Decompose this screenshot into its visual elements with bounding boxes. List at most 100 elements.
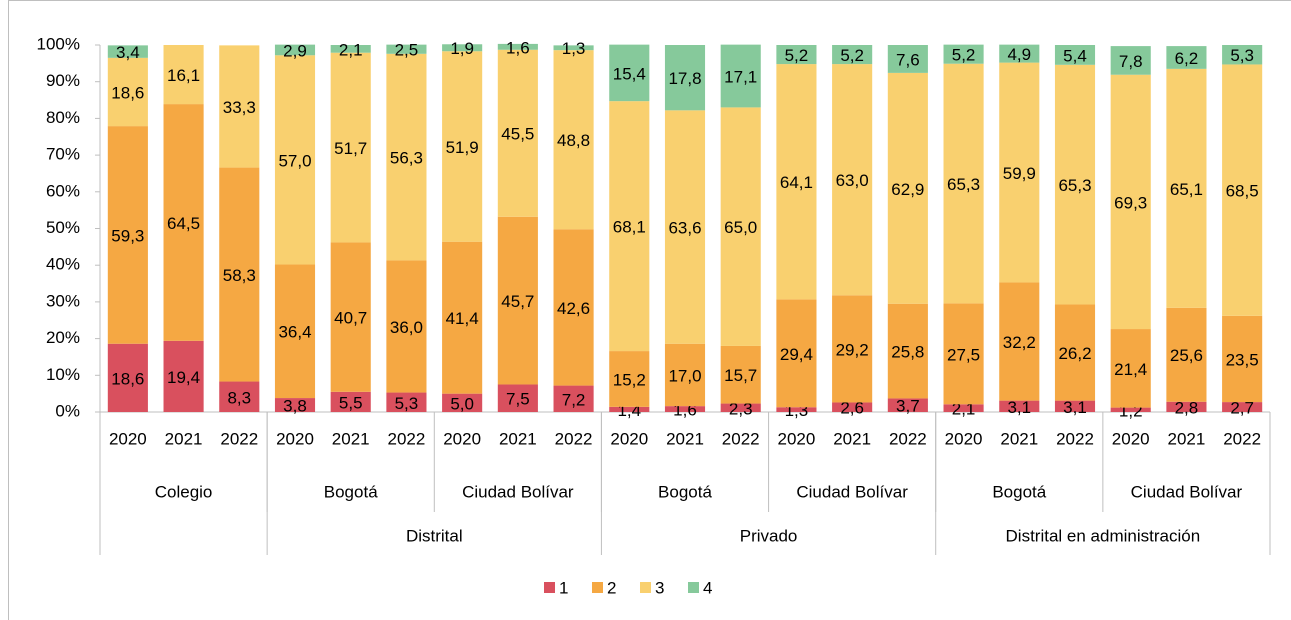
group-label: Bogotá xyxy=(992,482,1046,501)
bar-segment xyxy=(1222,45,1263,65)
bar-segment xyxy=(386,392,427,412)
bar-segment xyxy=(832,45,873,65)
bar-segment xyxy=(274,44,316,56)
bar-segment xyxy=(107,343,148,412)
bar-segment xyxy=(219,167,260,382)
data-label: 5,3 xyxy=(1230,46,1254,65)
data-label: 63,6 xyxy=(668,219,701,238)
bar-segment xyxy=(107,45,148,58)
bar-segment xyxy=(999,400,1040,412)
bar-segment xyxy=(943,63,984,304)
bar-segment xyxy=(1054,45,1096,65)
x-tick-label: 2021 xyxy=(1000,429,1038,448)
data-label: 36,4 xyxy=(278,323,311,342)
bar-segment xyxy=(442,51,483,242)
bar-segment xyxy=(330,45,371,53)
data-label: 51,9 xyxy=(446,138,479,157)
data-label: 17,0 xyxy=(668,366,701,385)
bar-segment xyxy=(1110,46,1151,75)
x-tick-label: 2020 xyxy=(109,429,147,448)
data-label: 59,9 xyxy=(1003,164,1036,183)
data-label: 29,2 xyxy=(836,340,869,359)
x-tick-label: 2022 xyxy=(555,429,593,448)
bar-segment xyxy=(386,53,427,261)
bar-segment xyxy=(553,50,594,230)
bar-segment xyxy=(887,398,928,412)
bar-segment xyxy=(832,295,873,403)
bar-segment xyxy=(609,101,650,352)
data-label: 17,8 xyxy=(668,69,701,88)
bar-segment xyxy=(163,340,204,412)
bar-segment xyxy=(943,404,984,412)
bar-segment xyxy=(330,391,371,412)
data-label: 26,2 xyxy=(1058,344,1091,363)
data-label: 21,4 xyxy=(1114,360,1147,379)
bar-segment xyxy=(999,282,1040,401)
bar-segment xyxy=(497,384,538,412)
data-label: 5,2 xyxy=(840,46,864,65)
x-tick-label: 2020 xyxy=(610,429,648,448)
x-tick-label: 2021 xyxy=(165,429,203,448)
bar-segment xyxy=(274,264,316,399)
bar-segment xyxy=(497,43,538,50)
data-label: 1,6 xyxy=(506,38,530,57)
data-label: 33,3 xyxy=(223,98,256,117)
data-label: 19,4 xyxy=(167,368,200,387)
bar-segment xyxy=(163,45,204,105)
bar-segment xyxy=(1110,329,1151,408)
y-tick-label: 80% xyxy=(46,108,80,127)
group-label: Bogotá xyxy=(658,482,712,501)
bar-segment xyxy=(1110,74,1151,330)
data-label: 32,2 xyxy=(1003,333,1036,352)
data-label: 1,3 xyxy=(562,39,586,58)
bar-segment xyxy=(1054,304,1096,401)
bar-segment xyxy=(832,402,873,412)
data-label: 63,0 xyxy=(836,171,869,190)
bar-segment xyxy=(107,57,148,127)
data-label: 3,4 xyxy=(116,43,140,62)
bar-segment xyxy=(664,343,706,407)
chart-frame xyxy=(8,0,1291,620)
bar-segment xyxy=(219,45,260,168)
x-tick-label: 2020 xyxy=(778,429,816,448)
bar-segment xyxy=(999,62,1040,283)
y-tick-label: 40% xyxy=(46,255,80,274)
bar-segment xyxy=(887,45,928,73)
data-label: 2,9 xyxy=(283,41,307,60)
bar-segment xyxy=(776,407,817,412)
bar-segment xyxy=(553,385,594,412)
legend-label: 1 xyxy=(559,578,568,597)
bar-segment xyxy=(497,49,538,217)
data-label: 5,3 xyxy=(395,394,419,413)
data-label: 3,1 xyxy=(1063,398,1087,417)
y-tick-label: 50% xyxy=(46,218,80,237)
bar-segment xyxy=(609,406,650,412)
bar-segment xyxy=(274,398,316,412)
x-tick-label: 2020 xyxy=(276,429,314,448)
data-label: 51,7 xyxy=(334,139,367,158)
legend-label: 2 xyxy=(607,578,616,597)
legend-swatch xyxy=(640,582,651,593)
data-label: 42,6 xyxy=(557,299,590,318)
data-label: 5,2 xyxy=(952,46,976,65)
x-tick-label: 2020 xyxy=(1112,429,1150,448)
y-tick-label: 100% xyxy=(37,34,80,53)
bar-segment xyxy=(1166,46,1207,69)
data-label: 45,5 xyxy=(501,125,534,144)
data-label: 2,8 xyxy=(1175,398,1199,417)
group-label: Ciudad Bolívar xyxy=(462,482,574,501)
bar-segment xyxy=(720,107,761,346)
data-label: 7,6 xyxy=(896,50,920,69)
legend-label: 4 xyxy=(703,578,712,597)
data-label: 65,1 xyxy=(1170,180,1203,199)
bar-segment xyxy=(776,299,817,408)
data-label: 65,0 xyxy=(724,218,757,237)
bar-segment xyxy=(1166,307,1207,402)
data-label: 23,5 xyxy=(1226,350,1259,369)
bar-segment xyxy=(943,303,984,405)
data-label: 15,2 xyxy=(613,370,646,389)
data-label: 36,0 xyxy=(390,318,423,337)
y-tick-label: 10% xyxy=(46,365,80,384)
legend-swatch xyxy=(544,582,555,593)
